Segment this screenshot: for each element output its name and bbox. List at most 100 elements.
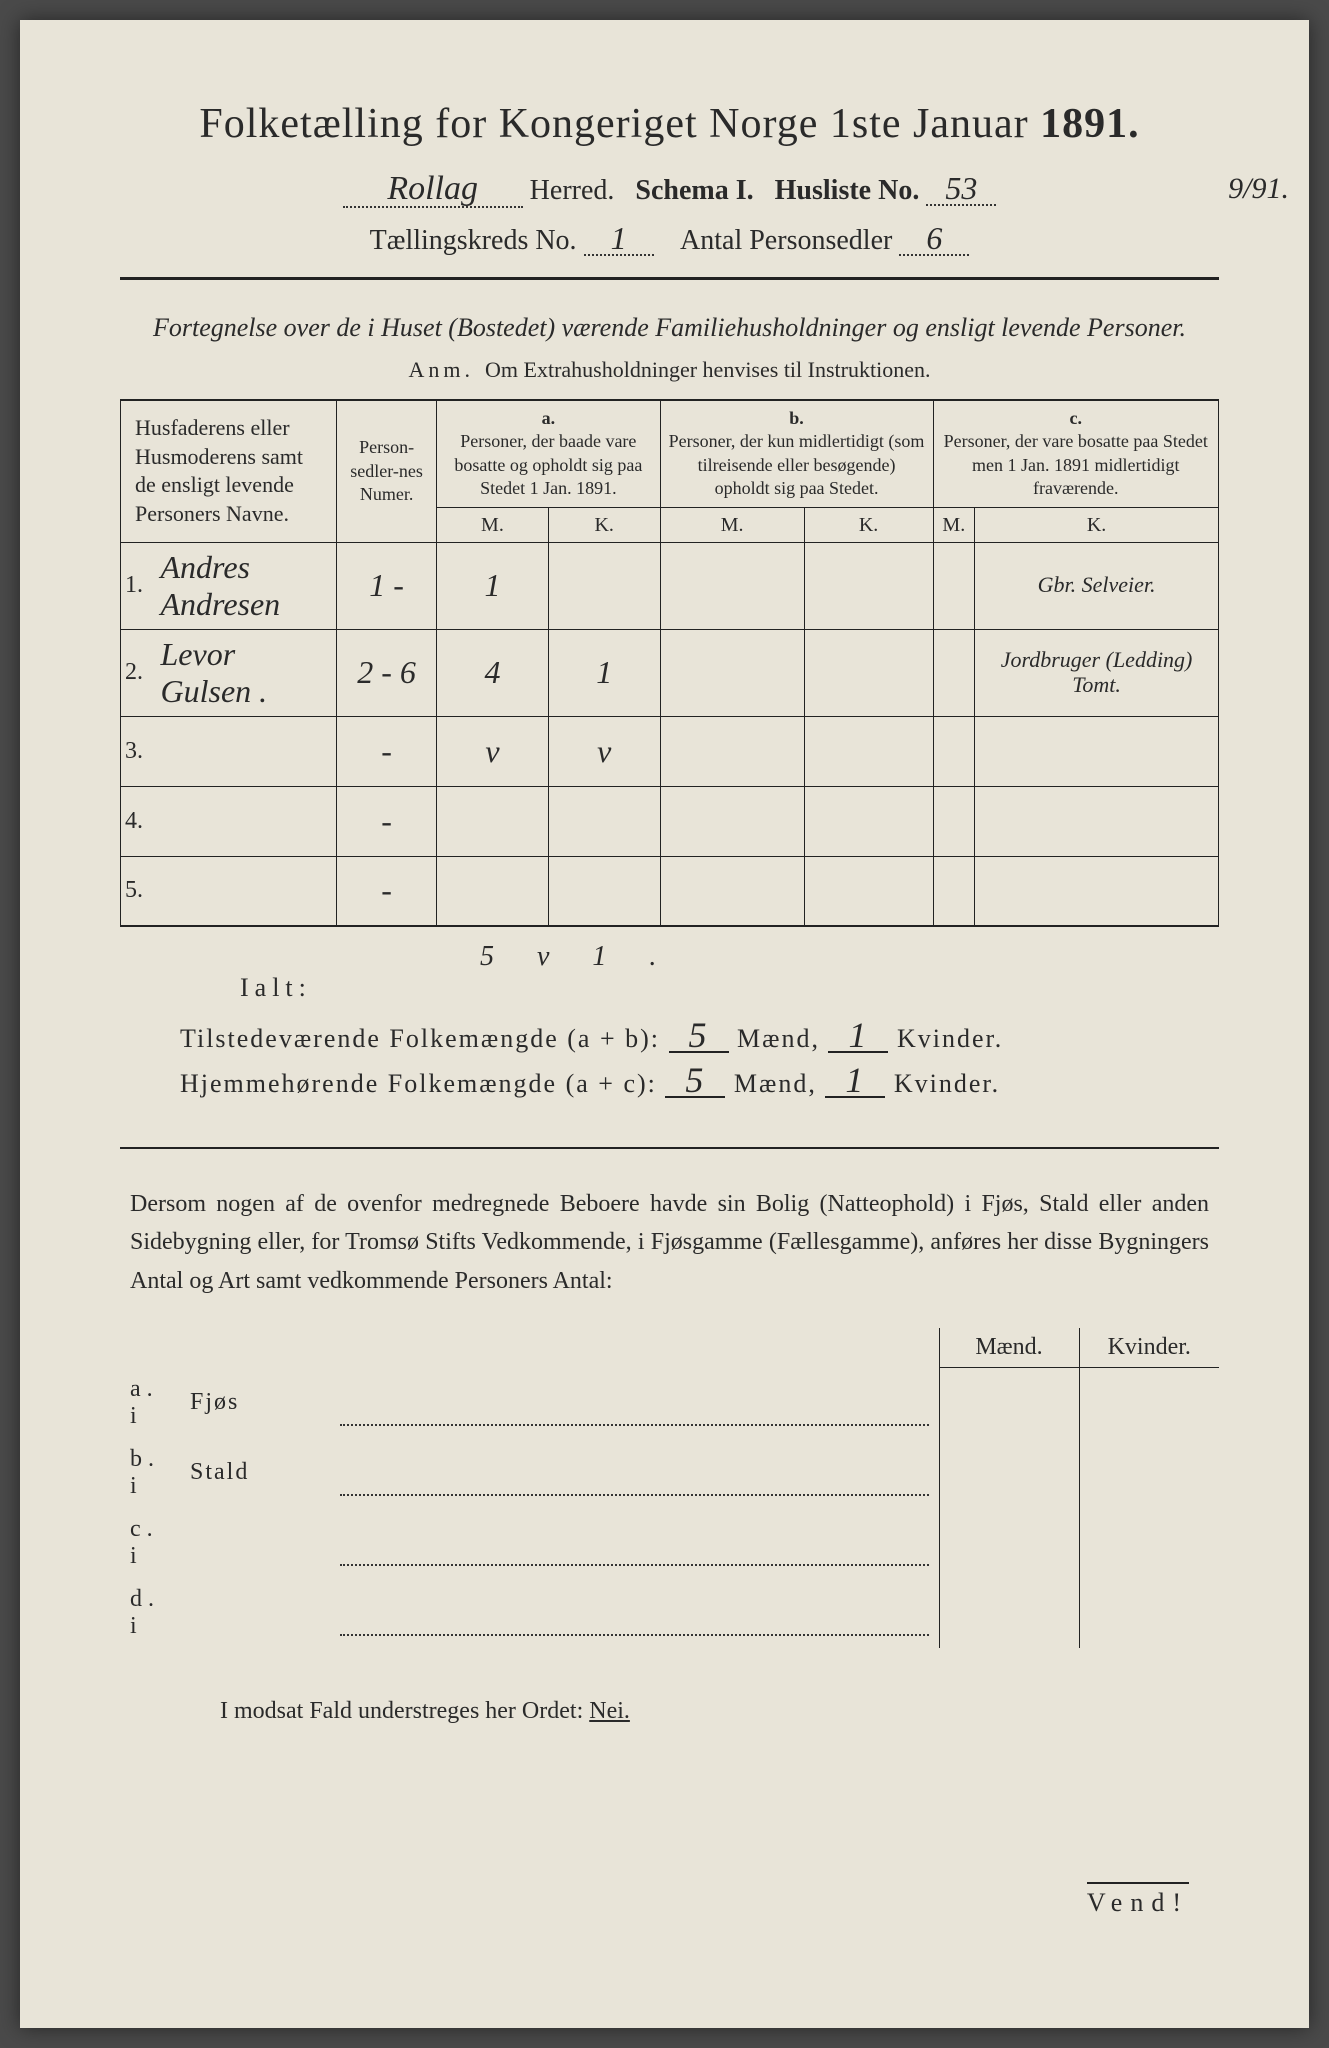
bldg-m: [939, 1438, 1079, 1508]
col-b-k: K.: [804, 507, 933, 542]
husliste-no: 53: [926, 172, 996, 206]
husliste-label: Husliste No.: [775, 175, 920, 206]
title-year: 1891.: [1040, 101, 1140, 147]
col-a-m: M.: [437, 507, 549, 542]
row-num: 3.: [121, 716, 157, 786]
bldg-dots: [340, 1438, 939, 1508]
pop-line-present: Tilstedeværende Folkemængde (a + b): 5 M…: [180, 1019, 1219, 1054]
bldg-label: [180, 1578, 340, 1648]
table-row: 1.Andres Andresen1 -1 Gbr. Selveier.: [121, 542, 1219, 629]
row-numer: 2 - 6: [337, 629, 437, 716]
row-bk: [804, 856, 933, 926]
nei-word: Nei.: [589, 1698, 630, 1724]
bldg-row: c. i: [120, 1508, 1219, 1578]
row-name: [157, 786, 337, 856]
schema-label: Schema I.: [635, 175, 753, 206]
table-row: 4. -: [121, 786, 1219, 856]
row-name: [157, 716, 337, 786]
row-am: v: [437, 716, 549, 786]
row-num: 4.: [121, 786, 157, 856]
bldg-head-m: Mænd.: [939, 1328, 1079, 1368]
bldg-lead: b. i: [120, 1438, 180, 1508]
col-c: c. Personer, der vare bosatte paa Stedet…: [933, 400, 1218, 507]
row-bm: [660, 542, 804, 629]
row-am: [437, 856, 549, 926]
row-name: [157, 856, 337, 926]
bldg-k: [1079, 1578, 1219, 1648]
row-cm: [933, 629, 975, 716]
row-am: [437, 786, 549, 856]
row-bm: [660, 856, 804, 926]
bldg-row: a. iFjøs: [120, 1368, 1219, 1438]
anm-label: Anm.: [409, 357, 475, 382]
row-cm: [933, 716, 975, 786]
title-prefix: Folketælling for Kongeriget Norge 1ste J…: [199, 101, 1028, 147]
col-numer: Person-sedler-nes Numer.: [337, 400, 437, 542]
bldg-m: [939, 1578, 1079, 1648]
row-bk: [804, 542, 933, 629]
col-names: Husfaderens eller Husmoderens samt de en…: [121, 400, 337, 542]
row-cm: [933, 786, 975, 856]
row-numer: 1 -: [337, 542, 437, 629]
row-side: Jordbruger (Ledding) Tomt.: [975, 629, 1219, 716]
herred-label: Herred.: [530, 175, 615, 206]
row-numer: -: [337, 786, 437, 856]
row-bm: [660, 629, 804, 716]
bldg-head-k: Kvinder.: [1079, 1328, 1219, 1368]
row-bk: [804, 629, 933, 716]
kreds-label: Tællingskreds No.: [370, 225, 577, 256]
bldg-label: Stald: [180, 1438, 340, 1508]
bldg-m: [939, 1508, 1079, 1578]
bldg-lead: c. i: [120, 1508, 180, 1578]
row-name: Andres Andresen: [157, 542, 337, 629]
row-numer: -: [337, 856, 437, 926]
anm-line: Anm. Om Extrahusholdninger henvises til …: [120, 357, 1219, 383]
resident-m: 5: [665, 1064, 725, 1098]
bldg-label: Fjøs: [180, 1368, 340, 1438]
present-k: 1: [828, 1019, 888, 1053]
building-table: Mænd. Kvinder. a. iFjøsb. iStaldc. id. i: [120, 1328, 1219, 1648]
bldg-m: [939, 1368, 1079, 1438]
margin-note: 9/91.: [1228, 172, 1289, 206]
row-cm: [933, 856, 975, 926]
bldg-tbody: a. iFjøsb. iStaldc. id. i: [120, 1368, 1219, 1648]
ialt-block: 5 v 1 . Ialt: Tilstedeværende Folkemængd…: [120, 941, 1219, 1099]
row-bm: [660, 716, 804, 786]
row-bk: [804, 786, 933, 856]
bldg-dots: [340, 1578, 939, 1648]
row-side: Gbr. Selveier.: [975, 542, 1219, 629]
row-side: [975, 786, 1219, 856]
table-row: 5. -: [121, 856, 1219, 926]
bldg-row: b. iStald: [120, 1438, 1219, 1508]
row-num: 2.: [121, 629, 157, 716]
ialt-label: Ialt:: [240, 973, 1219, 1003]
kreds-no: 1: [584, 222, 654, 256]
row-name: Levor Gulsen .: [157, 629, 337, 716]
col-b-m: M.: [660, 507, 804, 542]
row-ak: v: [548, 716, 660, 786]
herred-value: Rollag: [343, 172, 523, 208]
row-side: [975, 716, 1219, 786]
row-am: 1: [437, 542, 549, 629]
row-num: 5.: [121, 856, 157, 926]
bldg-label: [180, 1508, 340, 1578]
bldg-row: d. i: [120, 1578, 1219, 1648]
col-a-k: K.: [548, 507, 660, 542]
census-table: Husfaderens eller Husmoderens samt de en…: [120, 399, 1219, 927]
present-m: 5: [669, 1019, 729, 1053]
nei-line: I modsat Fald understreges her Ordet: Ne…: [220, 1698, 1219, 1725]
col-c-m: M.: [933, 507, 975, 542]
pop-line-resident: Hjemmehørende Folkemængde (a + c): 5 Mæn…: [180, 1064, 1219, 1099]
bldg-dots: [340, 1368, 939, 1438]
bldg-lead: a. i: [120, 1368, 180, 1438]
antal-no: 6: [899, 222, 969, 256]
row-ak: [548, 856, 660, 926]
bldg-k: [1079, 1368, 1219, 1438]
row-num: 1.: [121, 542, 157, 629]
divider-thick: [120, 277, 1219, 280]
row-bm: [660, 786, 804, 856]
row-am: 4: [437, 629, 549, 716]
header-line-1: Rollag Herred. Schema I. Husliste No. 53…: [120, 172, 1219, 208]
ialt-handwritten: 5 v 1 .: [480, 941, 1219, 973]
building-paragraph: Dersom nogen af de ovenfor medregnede Be…: [130, 1185, 1209, 1300]
